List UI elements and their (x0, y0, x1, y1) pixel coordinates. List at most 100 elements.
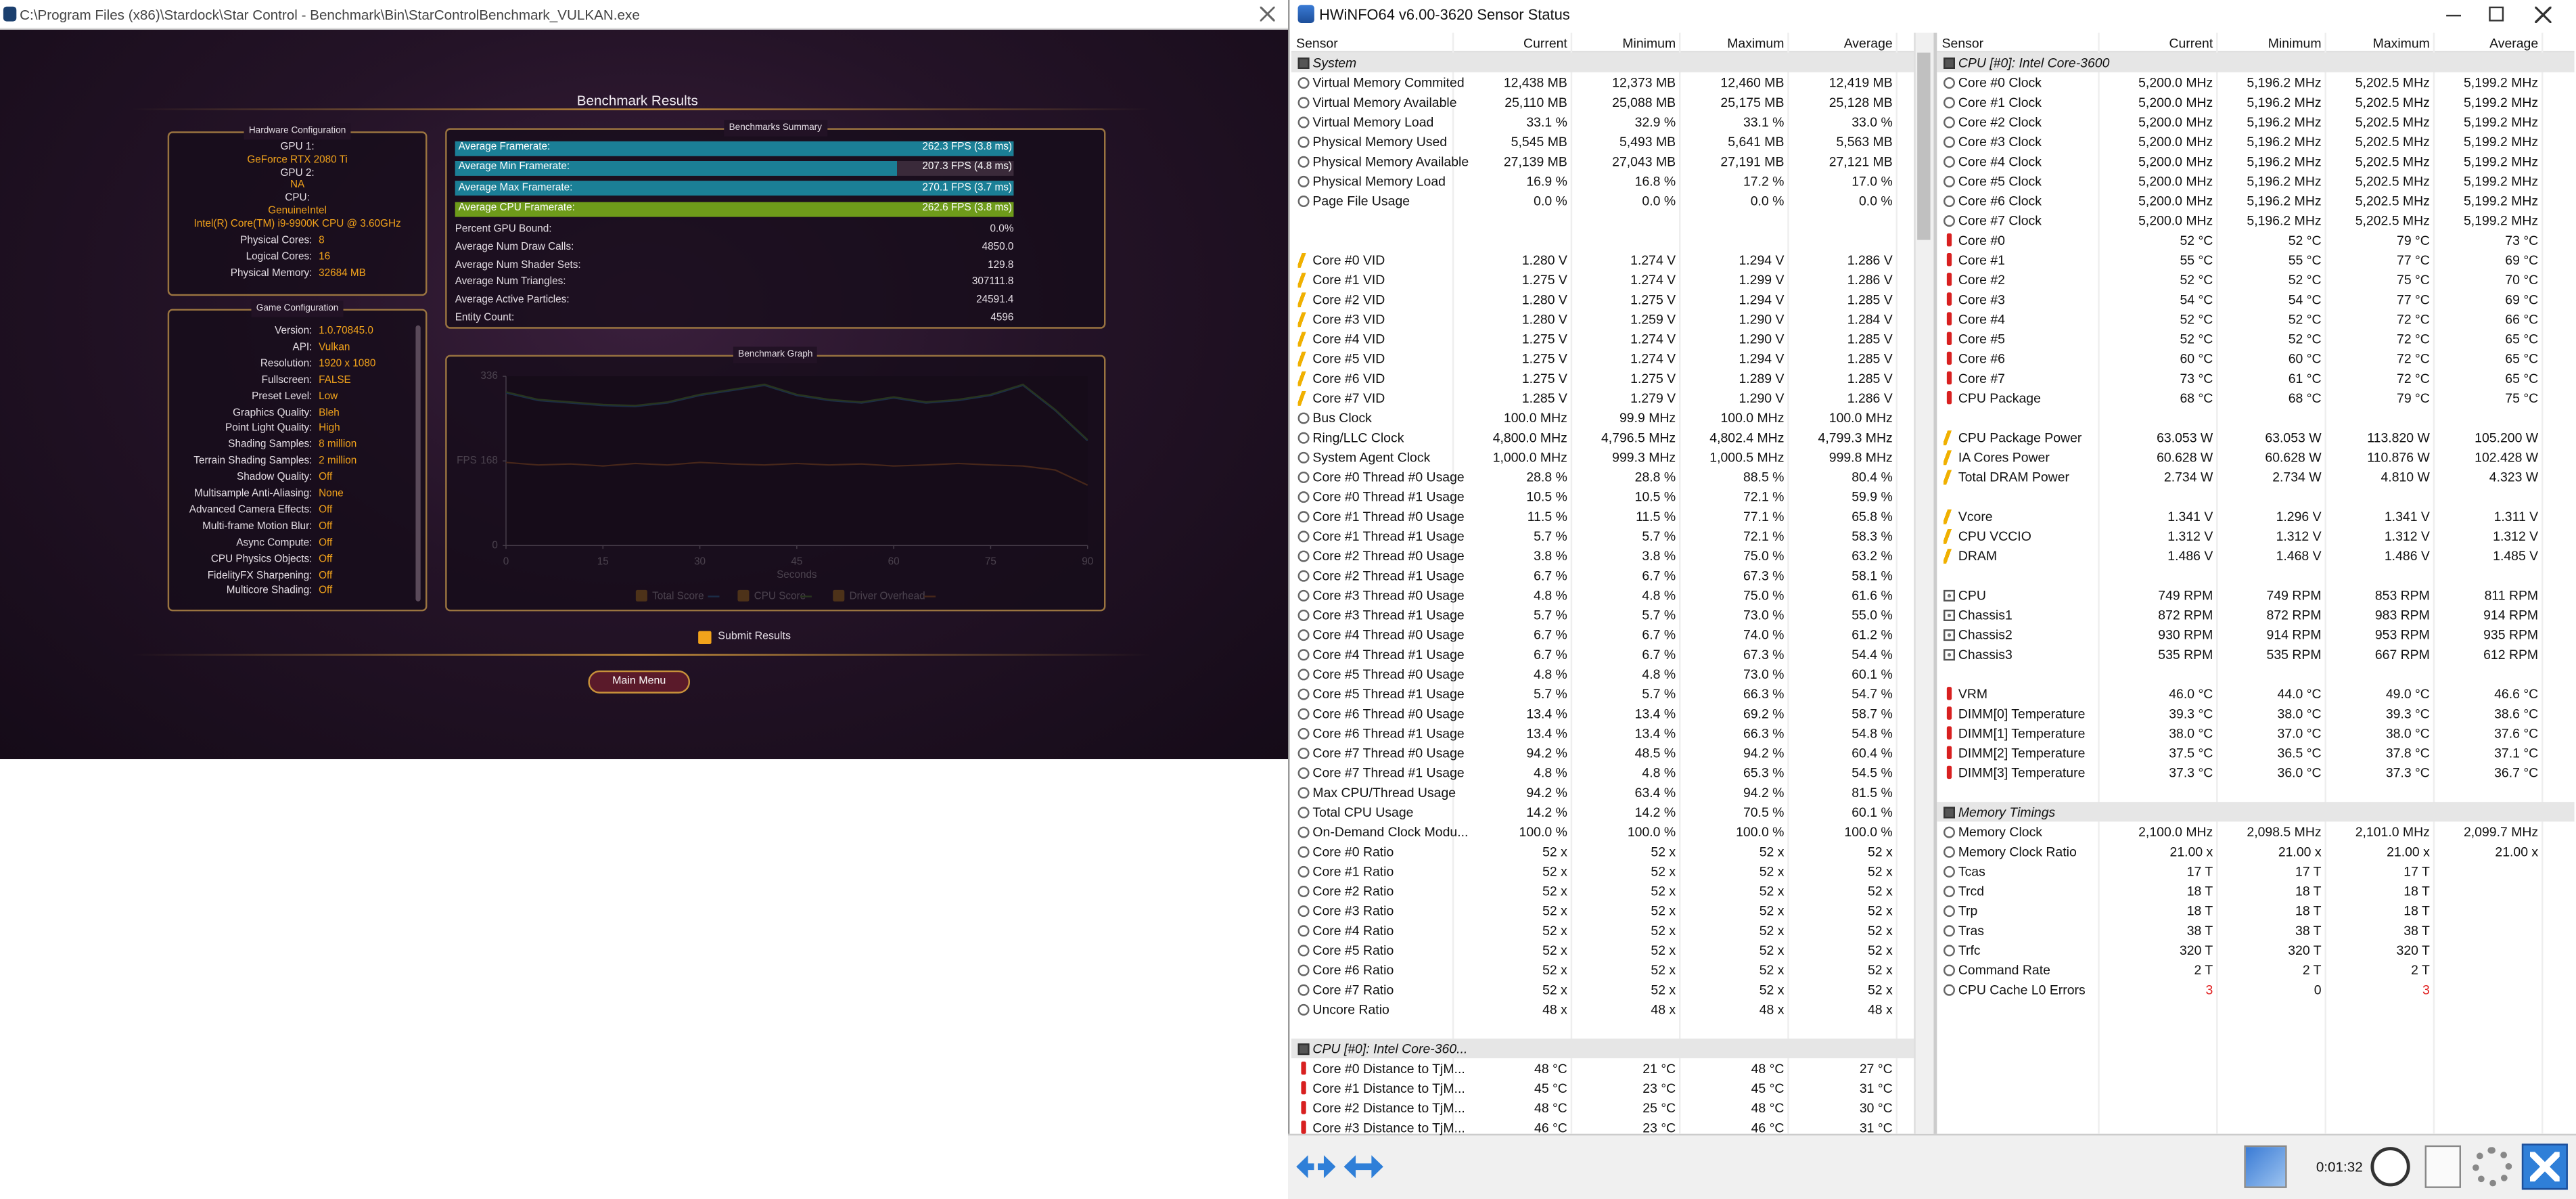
sensor-value: 48 °C (1751, 1061, 1785, 1077)
sensor-value: 535 RPM (2266, 647, 2322, 662)
sensor-value: 32.9 % (1634, 114, 1676, 130)
summary-label: Entity Count: (455, 312, 515, 324)
sensor-value: 52 x (1759, 844, 1785, 860)
sensor-value: 55 °C (2288, 252, 2322, 268)
sensor-value: 33.0 % (1852, 114, 1893, 130)
sensor-value: 21.00 x (2278, 844, 2322, 860)
sensor-value: 100.0 % (1519, 825, 1567, 840)
sensor-value: 2,101.0 MHz (2355, 825, 2430, 840)
sensor-value: 94.2 % (1743, 785, 1785, 800)
game-value: Off (319, 520, 333, 533)
sensor-value: 52 °C (2288, 233, 2322, 248)
sensor-value: 52 x (1867, 844, 1893, 860)
settings-button[interactable] (2472, 1147, 2512, 1187)
sensor-value: 44.0 °C (2277, 687, 2322, 702)
sensor-name: CPU VCCIO (1958, 528, 2031, 544)
power-icon (1297, 331, 1306, 346)
sensor-name: Core #4 Clock (1958, 154, 2042, 170)
game-label: Version: (275, 325, 313, 337)
sensor-value: 5,202.5 MHz (2355, 75, 2430, 91)
sensor-value: 1.312 V (2493, 528, 2539, 544)
summary-value: 129.8 (988, 258, 1014, 271)
sensor-name: Memory Clock Ratio (1958, 844, 2077, 860)
sensor-value: 38.0 °C (2277, 706, 2322, 722)
sensor-value: 67.3 % (1743, 647, 1785, 662)
sensor-icon (1297, 944, 1309, 956)
sensor-value: 52 x (1759, 982, 1785, 998)
sensor-name: Core #5 Ratio (1312, 943, 1394, 958)
sensor-value: 58.3 % (1852, 528, 1893, 544)
temperature-icon (1946, 312, 1951, 325)
sensor-value: 4.8 % (1642, 666, 1676, 682)
window-title: C:\Program Files (x86)\Stardock\Star Con… (20, 6, 640, 23)
sensor-icon (1942, 983, 1954, 995)
sensor-value: 1.312 V (2384, 528, 2430, 544)
sensor-icon (1297, 845, 1309, 857)
sensor-name: Uncore Ratio (1312, 1002, 1389, 1018)
sensor-value: 1.280 V (1521, 252, 1567, 268)
sensor-value: 63.053 W (2265, 430, 2322, 446)
column-divider (2098, 32, 2100, 1134)
temperature-icon (1946, 765, 1951, 779)
maximize-button[interactable] (2489, 6, 2504, 22)
sensor-value: 52 x (1651, 982, 1676, 998)
sensor-name: Core #4 (1958, 312, 2005, 327)
close-button[interactable] (1260, 6, 1275, 22)
sensor-name: Core #0 Ratio (1312, 844, 1394, 860)
sensor-value: 73.0 % (1743, 666, 1785, 682)
sensor-value: 0.0 % (1642, 194, 1676, 209)
sensor-name: Core #0 Thread #1 Usage (1312, 489, 1465, 505)
sensor-value: 5,200.0 MHz (2138, 75, 2213, 91)
sensor-value: 80.4 % (1852, 470, 1893, 485)
temperature-icon (1301, 1121, 1306, 1134)
summary-bar (455, 181, 1014, 196)
close-button[interactable] (2535, 6, 2552, 23)
sensor-value: 0.0 % (1859, 194, 1893, 209)
sensor-value: 5,196.2 MHz (2247, 194, 2322, 209)
sensor-name: Trfc (1958, 943, 1981, 958)
sensor-value: 100.0 % (1844, 825, 1893, 840)
sensor-icon (1297, 490, 1309, 502)
clock-button[interactable] (2370, 1147, 2410, 1187)
sensor-name: DIMM[3] Temperature (1958, 765, 2086, 781)
sensor-value: 0.0 % (1750, 194, 1785, 209)
sensor-name: Core #1 Thread #1 Usage (1312, 528, 1465, 544)
game-label: Async Compute: (236, 537, 313, 549)
sensor-value: 6.7 % (1534, 647, 1567, 662)
sensor-icon (1297, 884, 1309, 897)
scrollbar-thumb[interactable] (1917, 52, 1931, 240)
sensor-value: 28.8 % (1634, 470, 1676, 485)
sensor-icon (1297, 668, 1309, 680)
column-header: Minimum (2268, 36, 2322, 51)
sensor-value: 16.8 % (1634, 174, 1676, 189)
submit-checkbox[interactable] (698, 631, 712, 644)
summary-bar-label: Average Max Framerate: (458, 182, 573, 194)
report-button[interactable] (2424, 1145, 2461, 1188)
network-button[interactable] (2244, 1145, 2287, 1188)
sensor-value: 69 °C (2505, 292, 2539, 308)
temperature-icon (1946, 726, 1951, 740)
column-header: Current (1523, 36, 1567, 51)
sensor-value: 65 °C (2505, 371, 2539, 386)
sensor-icon (1297, 96, 1309, 108)
sensor-value: 1.296 V (2276, 509, 2322, 524)
sensor-name: Core #4 VID (1312, 332, 1385, 347)
sensor-value: 52 °C (2180, 332, 2213, 347)
sensor-value: 1.274 V (1630, 351, 1676, 367)
minimize-button[interactable] (2446, 14, 2461, 17)
sensor-value: 1.486 V (2384, 549, 2430, 564)
sensor-value: 1.275 V (1521, 332, 1567, 347)
sensor-value: 1.285 V (1847, 371, 1893, 386)
sensor-value: 5,202.5 MHz (2355, 154, 2430, 170)
sensor-value: 52 x (1651, 864, 1676, 880)
column-header: Sensor (1296, 36, 1338, 51)
sensor-value: 5,202.5 MHz (2355, 174, 2430, 189)
sensor-value: 872 RPM (2266, 608, 2322, 623)
sensor-value: 52 x (1542, 903, 1567, 919)
sensor-value: 3 (2205, 982, 2213, 998)
main-menu-button[interactable] (588, 670, 690, 694)
sensor-value: 77.1 % (1743, 509, 1785, 524)
sensor-value: 54 °C (2288, 292, 2322, 308)
summary-value: 307111.8 (971, 276, 1014, 288)
